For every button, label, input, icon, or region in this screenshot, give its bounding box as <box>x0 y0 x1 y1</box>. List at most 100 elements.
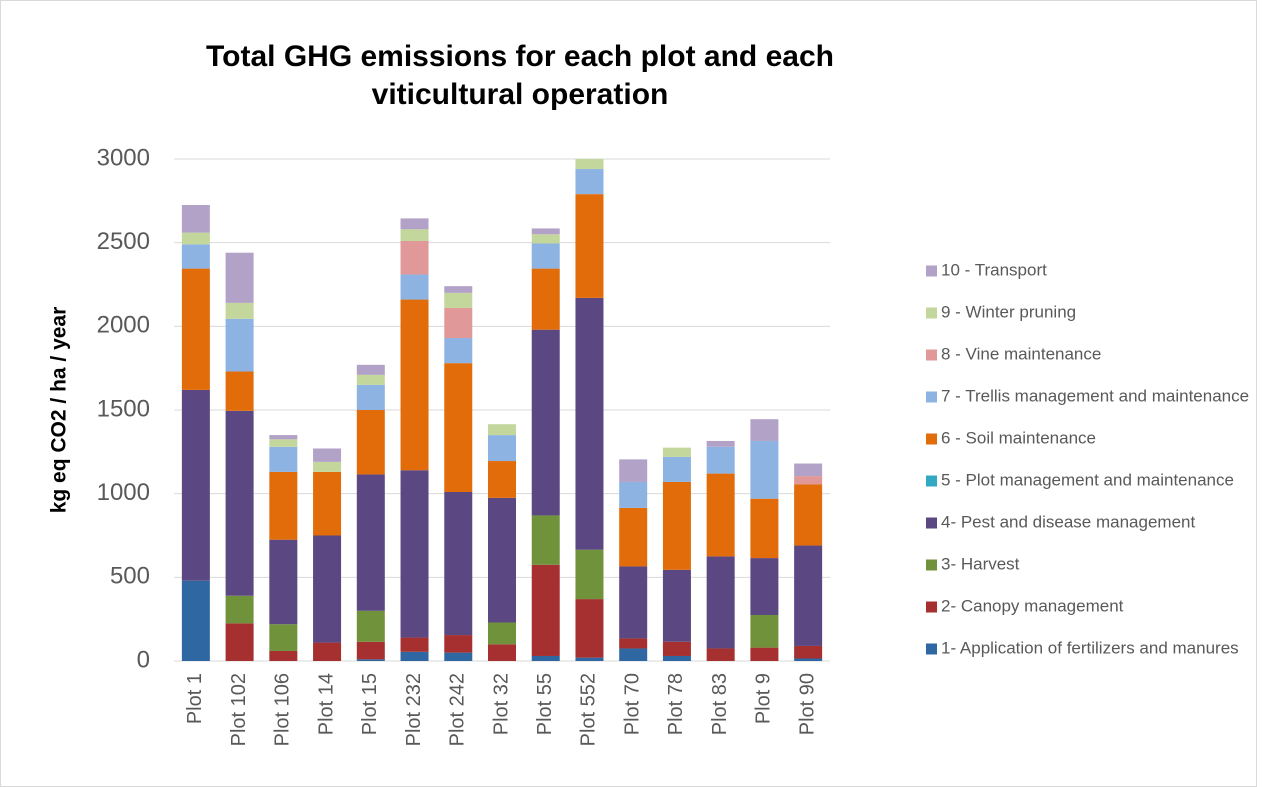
chart-title: Total GHG emissions for each plot and ea… <box>206 40 834 111</box>
bar-segment <box>619 638 648 649</box>
legend-label: 3- Harvest <box>941 554 1020 573</box>
bar-segment <box>531 564 560 656</box>
bar-segment <box>225 595 254 624</box>
bar-segment <box>575 657 604 661</box>
x-tick-label: Plot 70 <box>621 673 643 735</box>
y-tick-label: 2500 <box>97 228 150 255</box>
bar-segment <box>356 659 385 661</box>
legend-label: 10 - Transport <box>941 260 1047 279</box>
y-tick-label: 3000 <box>97 144 150 171</box>
bar-segment <box>313 535 342 643</box>
bar-segment <box>181 244 210 269</box>
x-tick-label: Plot 32 <box>490 673 512 735</box>
bar-segment <box>269 446 298 472</box>
legend-swatch <box>926 391 937 403</box>
bar-segment <box>750 614 779 648</box>
legend-swatch <box>926 307 937 319</box>
x-tick-label: Plot 15 <box>359 673 381 735</box>
bar-segment <box>531 243 560 269</box>
bar-segment <box>225 623 254 661</box>
bar-segment <box>488 497 516 623</box>
bar-segment <box>356 384 385 410</box>
bar-segment <box>181 580 210 661</box>
bar-segment <box>400 470 429 638</box>
bar-segment <box>225 252 254 303</box>
bar-segment <box>750 440 779 499</box>
bar-segment <box>619 459 648 482</box>
bar-segment <box>575 297 604 550</box>
x-tick-label: Plot 232 <box>403 673 425 746</box>
bar-segment <box>531 268 560 330</box>
x-tick-label: Plot 9 <box>753 673 775 724</box>
legend-label: 9 - Winter pruning <box>941 302 1076 321</box>
legend-label: 7 - Trellis management and maintenance <box>941 386 1249 405</box>
x-tick-label: Plot 83 <box>709 673 731 735</box>
x-tick-label: Plot 242 <box>447 673 469 746</box>
bar-segment <box>269 539 298 625</box>
bar-segment <box>356 474 385 611</box>
bar-segment <box>619 507 648 567</box>
legend-label: 2- Canopy management <box>941 596 1124 615</box>
bar-segment <box>444 652 473 661</box>
bar-segment <box>619 566 648 639</box>
bar-segment <box>488 622 516 645</box>
y-tick-label: 2000 <box>97 312 150 339</box>
bar-segment <box>662 447 691 457</box>
bar-segment <box>269 624 298 651</box>
legend-swatch <box>926 475 937 487</box>
bar-segment <box>662 569 691 642</box>
bar-segment <box>575 599 604 658</box>
bar-segment <box>269 435 298 440</box>
x-tick-label: Plot 78 <box>665 673 687 735</box>
bar-segment <box>794 463 823 477</box>
bar-segment <box>356 610 385 642</box>
bar-segment <box>575 159 604 170</box>
y-tick-label: 1000 <box>97 479 150 506</box>
bar-segment <box>706 440 735 447</box>
bar-segment <box>181 232 210 245</box>
x-tick-label: Plot 55 <box>534 673 556 735</box>
bar-segment <box>269 650 298 661</box>
legend-label: 8 - Vine maintenance <box>941 344 1101 363</box>
bar-segment <box>400 229 429 241</box>
bar-segment <box>706 648 735 661</box>
bar-segment <box>444 286 473 293</box>
x-tick-label: Plot 90 <box>796 673 818 735</box>
legend-swatch <box>926 559 937 571</box>
bar-segment <box>400 218 429 230</box>
bar-segment <box>225 318 254 372</box>
bar-segment <box>400 240 429 275</box>
bar-segment <box>575 549 604 600</box>
bar-segment <box>313 471 342 536</box>
bar-segment <box>225 410 254 596</box>
legend-swatch <box>926 349 937 361</box>
bar-segment <box>794 484 823 546</box>
bar-segment <box>444 363 473 492</box>
bar-segment <box>356 641 385 660</box>
x-tick-label: Plot 1 <box>184 673 206 724</box>
legend-label: 5 - Plot management and maintenance <box>941 470 1234 489</box>
bar-segment <box>750 558 779 615</box>
bar-segment <box>706 556 735 649</box>
bar-segment <box>794 658 823 661</box>
bar-segment <box>444 292 473 308</box>
legend-label: 6 - Soil maintenance <box>941 428 1096 447</box>
bar-segment <box>400 637 429 652</box>
bar-segment <box>706 473 735 557</box>
bar-segment <box>181 268 210 390</box>
bar-segment <box>313 448 342 462</box>
y-axis-label: kg eq CO2 / ha / year <box>48 307 71 514</box>
bar-segment <box>531 655 560 661</box>
legend-swatch <box>926 517 937 529</box>
legend-label: 1- Application of fertilizers and manure… <box>941 638 1239 657</box>
bar-segment <box>662 481 691 570</box>
bar-segment <box>356 410 385 475</box>
x-tick-label: Plot 102 <box>228 673 250 746</box>
bar-segment <box>662 641 691 656</box>
bar-segment <box>313 642 342 661</box>
bar-segment <box>400 651 429 661</box>
bar-segment <box>750 498 779 559</box>
x-tick-label: Plot 552 <box>578 673 600 746</box>
